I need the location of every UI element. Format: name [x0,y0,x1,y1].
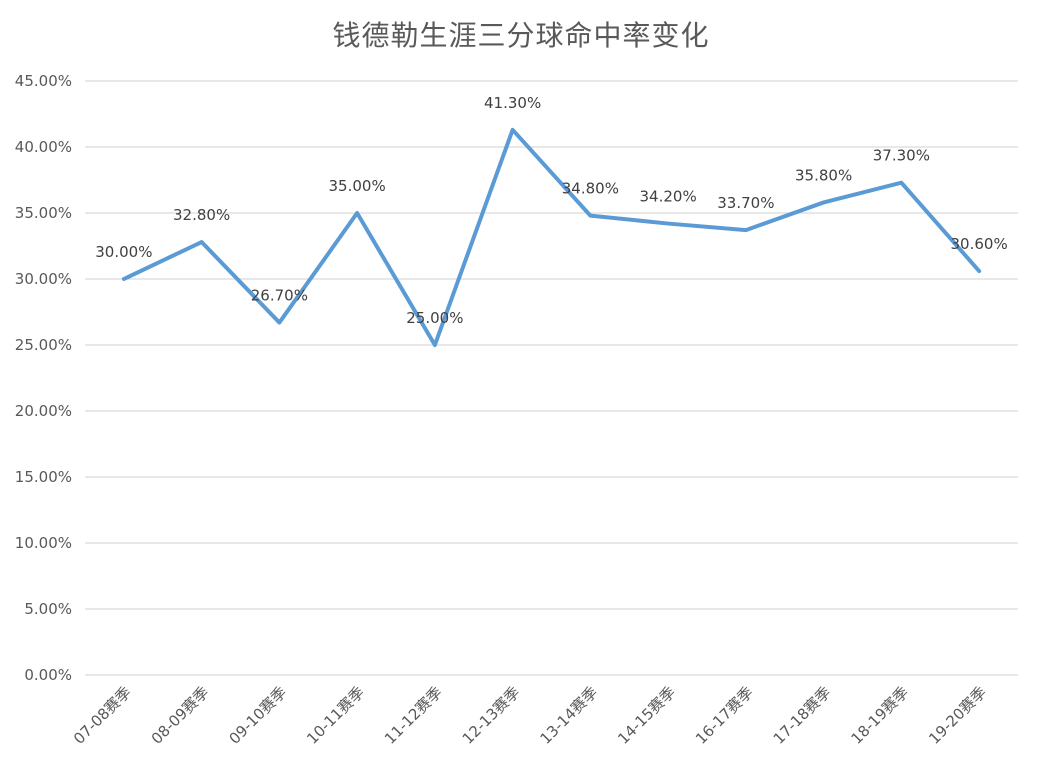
y-tick-label: 45.00% [15,72,72,90]
x-tick-label: 19-20赛季 [925,683,990,748]
x-tick-label: 17-18赛季 [770,683,835,748]
data-labels: 30.00% 32.80% 26.70% 35.00% 25.00% 41.30% 34.8… [95,94,1007,327]
x-axis-ticks: 07-08赛季 08-09赛季 09-10赛季 10-11赛季 11-12赛季 12-13… [70,683,990,748]
data-label: 35.80% [795,166,852,184]
x-tick-label: 11-12赛季 [381,683,446,748]
x-tick-label: 13-14赛季 [536,683,601,748]
data-label: 41.30% [484,94,541,112]
y-tick-label: 15.00% [15,468,72,486]
y-tick-label: 40.00% [15,138,72,156]
x-tick-label: 12-13赛季 [459,683,524,748]
y-tick-label: 35.00% [15,204,72,222]
data-label: 33.70% [717,194,774,212]
series-line [121,127,982,347]
y-axis-ticks: 0.00% 5.00% 10.00% 15.00% 20.00% 25.00% 30.00%… [15,72,72,684]
y-tick-label: 30.00% [15,270,72,288]
y-tick-label: 20.00% [15,402,72,420]
x-tick-label: 14-15赛季 [614,683,679,748]
y-tick-label: 25.00% [15,336,72,354]
x-tick-label: 08-09赛季 [148,683,213,748]
data-label: 32.80% [173,206,230,224]
data-label: 30.60% [951,235,1008,253]
y-tick-label: 5.00% [24,600,72,618]
data-label: 25.00% [406,309,463,327]
x-tick-label: 18-19赛季 [847,683,912,748]
chart-title: 钱德勒生涯三分球命中率变化 [332,19,710,52]
data-label: 30.00% [95,243,152,261]
x-tick-label: 16-17赛季 [692,683,757,748]
x-tick-label: 09-10赛季 [225,683,290,748]
data-label: 37.30% [873,147,930,165]
data-label: 34.20% [640,188,697,206]
gridlines [85,80,1018,676]
data-label: 26.70% [251,287,308,305]
data-label: 35.00% [329,177,386,195]
y-tick-label: 0.00% [24,666,72,684]
y-tick-label: 10.00% [15,534,72,552]
data-label: 34.80% [562,180,619,198]
x-tick-label: 07-08赛季 [70,683,135,748]
x-tick-label: 10-11赛季 [303,683,368,748]
